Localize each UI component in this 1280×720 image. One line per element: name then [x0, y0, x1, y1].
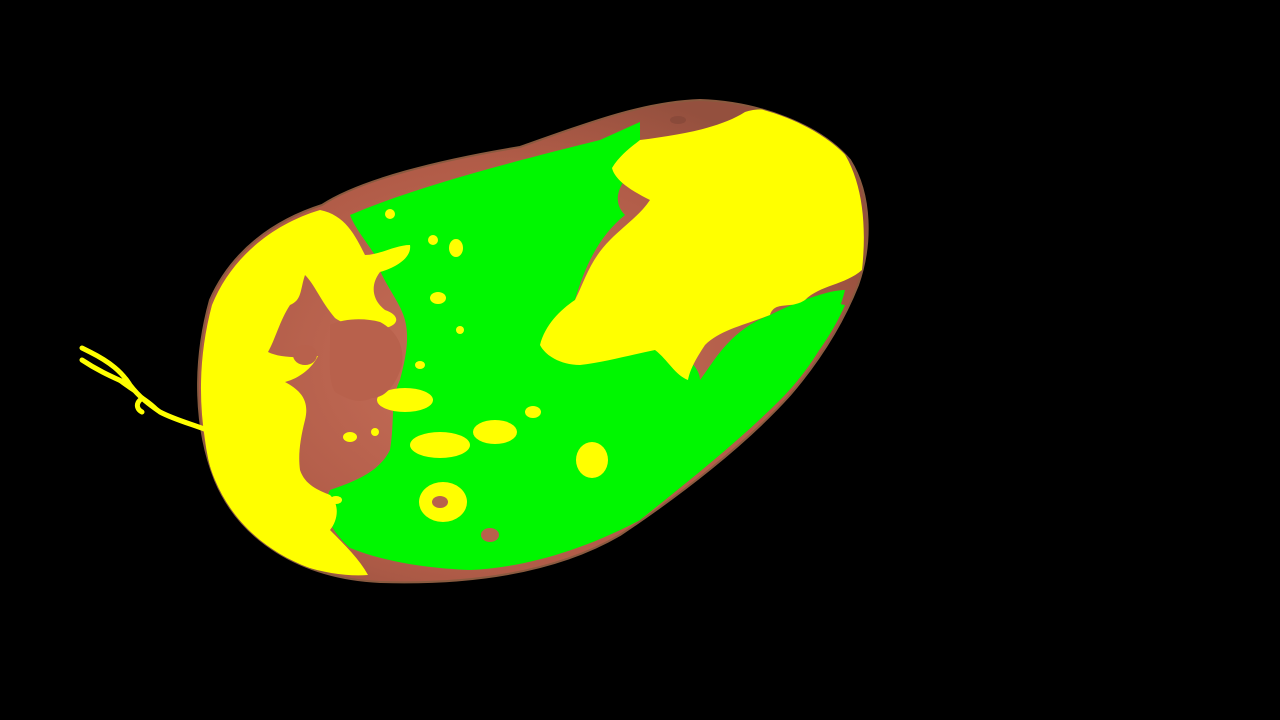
- stolon-root: [79, 345, 215, 435]
- skin-spot: [481, 528, 499, 542]
- yellow-blob: [377, 388, 433, 412]
- yellow-blob: [456, 326, 464, 334]
- yellow-region-top-right: [540, 109, 864, 380]
- green-region-lower-right: [690, 300, 845, 443]
- stolon-root: [116, 378, 162, 414]
- yellow-blob: [415, 361, 425, 369]
- yellow-blob: [428, 235, 438, 245]
- yellow-blob: [430, 292, 446, 304]
- potato-eye: [670, 116, 686, 124]
- skin-spot: [293, 345, 317, 365]
- exposed-skin-patch: [329, 319, 403, 401]
- yellow-blob: [525, 406, 541, 418]
- yellow-blob: [330, 496, 342, 504]
- yellow-blob: [449, 239, 463, 257]
- yellow-blob: [343, 432, 357, 442]
- yellow-blob: [410, 432, 470, 458]
- yellow-region-left: [200, 210, 411, 576]
- yellow-blob: [385, 209, 395, 219]
- yellow-blob: [576, 442, 608, 478]
- yellow-blob: [473, 420, 517, 444]
- green-region-main: [326, 122, 845, 570]
- yellow-blob: [371, 428, 379, 436]
- skin-spot: [432, 496, 448, 508]
